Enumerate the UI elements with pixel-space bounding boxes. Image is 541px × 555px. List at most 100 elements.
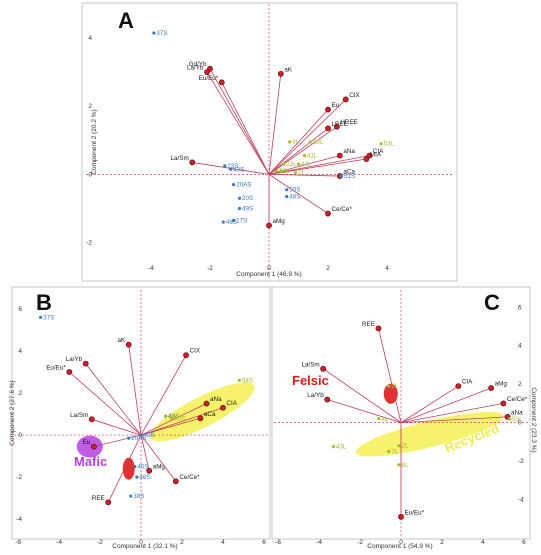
loading-vector-eu — [268, 109, 329, 175]
recycled-region-ellipse — [355, 411, 504, 457]
sample-label-20as: 20AS — [236, 182, 251, 189]
sample-label-54s: 54S — [242, 377, 253, 384]
loading-label-ree: REE — [362, 321, 375, 328]
sample-point-8l — [397, 463, 401, 467]
y-tick-label: -4 — [16, 516, 22, 523]
loading-label-la-yb: La/Yb — [187, 65, 204, 72]
loading-point-mia — [363, 156, 370, 162]
sample-point-7l — [387, 449, 391, 454]
sample-point-20s — [237, 196, 242, 200]
panel-c-letter: C — [484, 290, 500, 315]
felsic-red-cluster — [383, 383, 398, 404]
x-tick-label: 2 — [440, 539, 444, 546]
sample-point-22l — [282, 162, 286, 166]
loading-vector-amg — [140, 434, 150, 471]
sample-point-41l — [302, 154, 307, 158]
sample-point-53l — [379, 142, 383, 146]
sample-label-7l: 7L — [391, 448, 399, 455]
loading-label-eu-eu: Eu/Eu* — [46, 365, 66, 372]
x-tick-label: -4 — [148, 265, 154, 272]
loading-vector-ce-ce — [140, 434, 177, 482]
x-tick-label: 0 — [139, 539, 143, 546]
loading-vector-eu-eu — [69, 371, 142, 436]
loading-vector-la-yb — [327, 399, 402, 423]
loading-point-ce-ce — [325, 210, 331, 217]
loading-point-la-sm — [88, 416, 95, 423]
x-tick-label: 6 — [262, 539, 266, 546]
sample-point-38s — [129, 494, 133, 498]
felsic-region-ellipse — [150, 382, 255, 442]
y-tick-label: 2 — [88, 103, 92, 110]
sample-label-4l: 4L — [381, 416, 389, 423]
loading-label-aca: aCa — [343, 169, 355, 176]
loading-vector-ak — [268, 73, 282, 175]
loading-vector-cia — [140, 407, 224, 436]
x-tick-label: 0 — [399, 539, 403, 546]
panel-c-xlabel: Component 1 (54.9 %) — [367, 543, 432, 550]
loading-vector-aca — [268, 173, 340, 177]
sample-label-50s: 50S — [174, 415, 185, 422]
sample-label-53l: 53L — [512, 416, 523, 423]
panel-c: -6 -4 -2 0 2 4 6 -4 -2 0 2 4 6 REE La/Sm La/Yb CIA aMg Ce… — [271, 286, 537, 550]
loading-vector-hree — [268, 126, 338, 175]
loading-vector-la-yb — [85, 363, 142, 436]
sample-label-38s: 38S — [133, 493, 144, 500]
x-tick-label: 4 — [481, 539, 485, 546]
sample-point-19s — [163, 414, 168, 418]
loading-point-eu — [90, 443, 97, 450]
loading-point-aca — [197, 415, 204, 422]
loading-point-ana — [203, 400, 210, 407]
loading-vector-ak — [128, 344, 142, 436]
sample-point-43l — [331, 445, 336, 449]
loading-point-ree — [375, 325, 382, 332]
loading-label-cix: CIX — [190, 348, 201, 355]
sample-label-49s: 49S — [242, 205, 253, 212]
loading-vector-gd-yb — [209, 68, 270, 175]
loading-vector-ree — [107, 434, 142, 503]
sample-point-49s — [139, 433, 143, 437]
sample-point-37s — [39, 315, 43, 319]
loading-point-eu-eu — [218, 79, 225, 86]
x-tick-label: 4 — [221, 539, 225, 546]
x-tick-label: -2 — [97, 539, 103, 546]
loading-label-amg: aMg — [273, 218, 286, 225]
loading-point-eu-eu — [66, 369, 73, 375]
x-tick-label: -4 — [56, 539, 62, 546]
sample-label-45s: 45S — [137, 464, 148, 471]
sample-label-8l: 8L — [401, 462, 409, 469]
panel-a-frame — [81, 2, 458, 282]
sample-point-2l — [293, 171, 298, 175]
sample-point-46s — [221, 220, 225, 224]
x-tick-label: -2 — [357, 539, 363, 546]
loading-label-la-sm: La/Sm — [70, 412, 88, 419]
sample-label-20as: 20AS — [131, 435, 146, 442]
sample-point-23s — [223, 164, 227, 168]
loading-label-la-yb: La/Yb — [66, 356, 83, 363]
sample-label-7l: 7L — [279, 168, 287, 175]
x-tick-label: -6 — [15, 539, 21, 546]
sample-point-4l — [376, 417, 381, 421]
sample-label-23s: 23S — [227, 163, 238, 170]
loading-point-ce-ce — [172, 478, 179, 485]
loading-label-ree: REE — [92, 495, 105, 502]
sample-label-43l: 43L — [336, 444, 347, 451]
sample-label-50s: 50S — [289, 187, 300, 194]
loading-label-la-sm: La/Sm — [301, 361, 319, 368]
y-tick-label: 0 — [518, 420, 522, 427]
loading-label-ak: aK — [284, 66, 293, 73]
panel-a-ylabel: Component 2 (20.2 %) — [91, 109, 98, 174]
sample-point-51s — [339, 174, 343, 178]
sample-point-45s — [133, 465, 137, 469]
loading-label-la-sm: La/Sm — [171, 155, 189, 162]
loading-vector-la-sm — [322, 368, 402, 423]
loading-point-lree — [325, 125, 331, 132]
loading-vector-lree — [268, 128, 329, 175]
loading-vector-amg — [400, 387, 492, 423]
loading-point-ce-ce — [500, 400, 507, 407]
y-tick-label: -2 — [518, 458, 524, 465]
sample-label-9l: 9L — [292, 139, 300, 146]
sample-label-46s: 46S — [139, 474, 150, 481]
y-tick-label: -2 — [86, 240, 92, 247]
loading-label-amg: aMg — [153, 463, 166, 470]
